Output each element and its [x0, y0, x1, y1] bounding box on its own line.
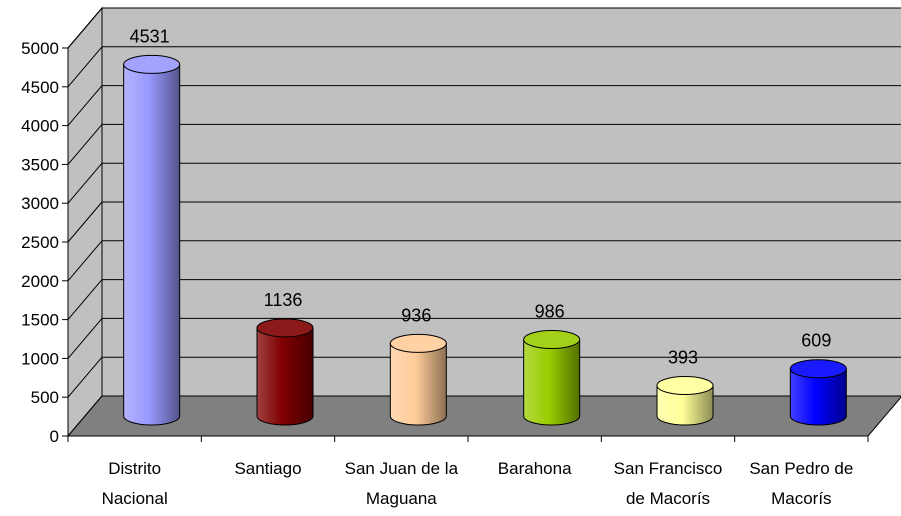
- bar-top: [389, 333, 447, 353]
- bar-body: [656, 385, 714, 426]
- data-labels: 4531 1136 936 986 393 609: [130, 26, 832, 367]
- gridline-side: [67, 279, 103, 320]
- y-tick-label: 4500: [21, 78, 59, 97]
- bar: [789, 359, 847, 426]
- gridline-side: [67, 240, 103, 282]
- y-tick-label: 2000: [21, 272, 59, 291]
- bar: [123, 54, 181, 426]
- y-tick-label: 4000: [21, 117, 59, 136]
- y-tick-label: 2500: [21, 233, 59, 252]
- gridline-side: [67, 356, 103, 398]
- y-tick-label: 3500: [21, 155, 59, 174]
- gridline-side: [67, 162, 103, 204]
- bar-body: [123, 63, 181, 426]
- bar: [523, 329, 581, 426]
- category-label: San Pedro de Macorís: [749, 459, 853, 508]
- category-labels: Distrito Nacional Santiago San Juan de la Ma…: [102, 459, 854, 508]
- data-label: 393: [668, 348, 698, 368]
- y-tick-label: 500: [31, 388, 59, 407]
- gridline-side: [67, 85, 103, 126]
- y-tick-label: 3000: [21, 194, 59, 213]
- category-label: San Juan de la Maguana: [345, 459, 459, 508]
- category-label: San Francisco de Macorís: [614, 459, 723, 508]
- bar-body: [389, 342, 447, 426]
- bar-top: [656, 376, 714, 396]
- bar-top: [523, 329, 581, 349]
- category-label: Distrito Nacional: [102, 459, 168, 508]
- gridline-side: [67, 124, 103, 165]
- category-label: Santiago: [234, 459, 301, 478]
- axes: [62, 47, 869, 442]
- gridline-side: [67, 46, 103, 88]
- gridline-side: [67, 318, 103, 359]
- bar-top: [123, 54, 181, 74]
- chart-walls: [66, 6, 901, 438]
- y-tick-label: 0: [50, 427, 59, 446]
- y-tick-label: 1000: [21, 349, 59, 368]
- bar: [256, 318, 314, 426]
- category-label: Barahona: [498, 459, 572, 478]
- y-tick-label: 5000: [21, 39, 59, 58]
- data-label: 4531: [130, 26, 170, 46]
- bar-top: [789, 359, 847, 379]
- bar-body: [523, 338, 581, 426]
- data-label: 936: [401, 305, 431, 325]
- y-tick-label: 1500: [21, 311, 59, 330]
- floor: [66, 395, 901, 437]
- gridlines: [67, 7, 901, 398]
- bar: [389, 333, 447, 426]
- data-label: 609: [801, 331, 831, 351]
- gridline-side: [67, 7, 103, 49]
- bar-top: [256, 318, 314, 338]
- y-axis-tick-labels: 0 500 1000 1500 2000 2500 3000 3500 4000 4500 5000: [21, 39, 59, 446]
- gridline-side: [67, 201, 103, 243]
- bar-body: [256, 327, 314, 426]
- bar: [656, 376, 714, 426]
- bar-body: [789, 368, 847, 426]
- data-label: 986: [535, 301, 565, 321]
- data-label: 1136: [264, 290, 303, 310]
- bars: [123, 54, 847, 426]
